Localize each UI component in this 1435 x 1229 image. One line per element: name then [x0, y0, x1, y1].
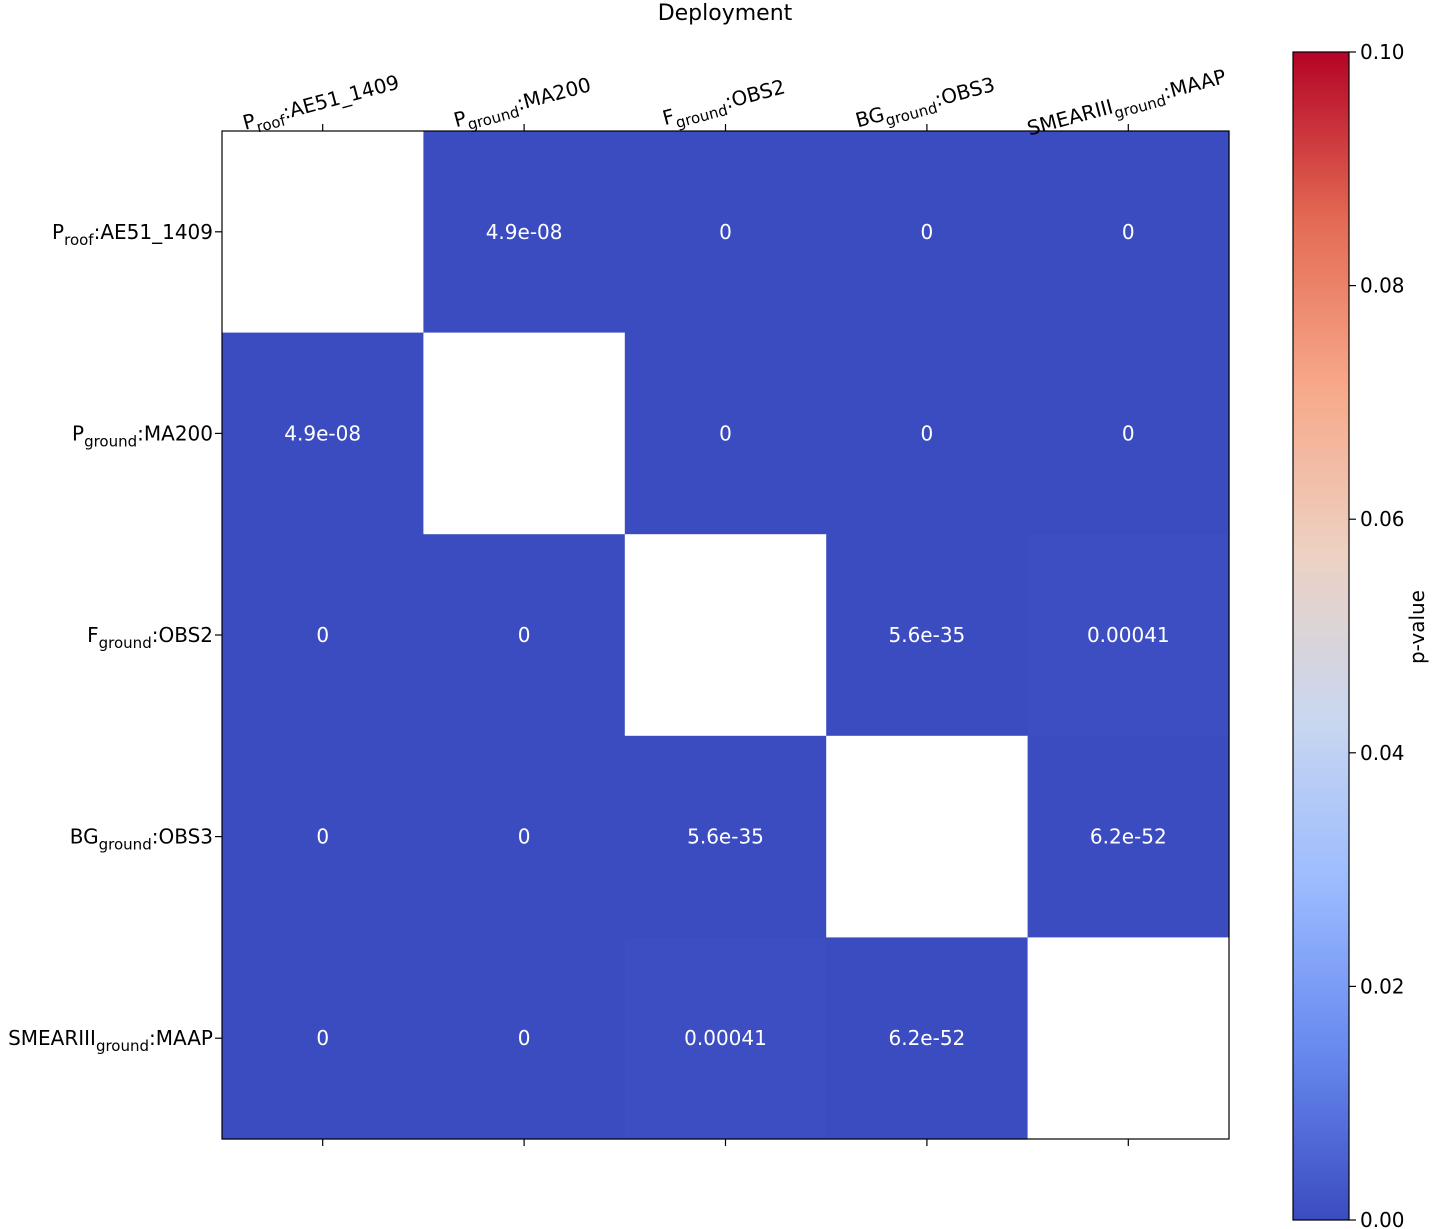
cell-annotation: 0	[921, 220, 934, 244]
colorbar-label: p-value	[1405, 590, 1429, 664]
y-axis: Proof:AE51_1409 Pground:MA200 Fground:OBS2…	[8, 220, 222, 1055]
cell-annotation: 0	[518, 1026, 531, 1050]
cell-annotation: 0	[316, 1026, 329, 1050]
cell-annotation: 4.9e-08	[486, 220, 563, 244]
cell-annotation: 0.00041	[684, 1026, 767, 1050]
colorbar-tick-label: 0.10	[1360, 40, 1405, 64]
heatmap-cell	[423, 937, 626, 1140]
heatmap-cell	[624, 534, 827, 737]
colorbar-ticks: 0.00 0.02 0.04 0.06 0.08 0.10	[1349, 40, 1405, 1229]
heatmap-cell	[624, 937, 827, 1140]
colorbar-gradient	[1293, 52, 1349, 1220]
y-tick-label: SMEARIIIground:MAAP	[8, 1026, 213, 1055]
cell-annotation: 0.00041	[1087, 623, 1170, 647]
y-tick-label: BGground:OBS3	[70, 825, 213, 854]
colorbar-frame	[1292, 51, 1350, 1221]
colorbar-tick-label: 0.00	[1360, 1208, 1405, 1229]
heatmap-cell	[1027, 735, 1230, 938]
cell-annotation: 5.6e-35	[889, 623, 966, 647]
x-tick-label: Pground:MA200	[451, 72, 595, 137]
heatmap-cell	[624, 131, 827, 334]
colorbar-tick-label: 0.04	[1360, 741, 1405, 765]
heatmap-cell	[222, 131, 424, 334]
heatmap-cell	[423, 735, 626, 938]
heatmap-cell	[826, 534, 1029, 737]
colorbar: 0.00 0.02 0.04 0.06 0.08 0.10 p-value	[1292, 40, 1429, 1229]
heatmap-cell	[1027, 534, 1230, 737]
colorbar-tick-label: 0.02	[1360, 974, 1405, 998]
heatmap-cell	[222, 332, 424, 535]
heatmap-cell	[1027, 937, 1230, 1140]
x-tick-label: Proof:AE51_1409	[240, 70, 403, 140]
chart-title: Deployment	[658, 1, 793, 26]
cell-annotation: 5.6e-35	[687, 825, 764, 849]
cell-annotation: 0	[719, 220, 732, 244]
cell-annotation: 6.2e-52	[1090, 825, 1167, 849]
x-tick-label: Fground:OBS2	[660, 74, 789, 135]
heatmap-cell	[1027, 332, 1230, 535]
heatmap-cell	[826, 735, 1029, 938]
heatmap-cell	[222, 534, 424, 737]
cell-annotation: 4.9e-08	[284, 421, 361, 445]
cell-annotation: 0	[1122, 220, 1135, 244]
colorbar-tick-label: 0.08	[1360, 274, 1405, 298]
heatmap-cell	[826, 937, 1029, 1140]
heatmap-cell	[1027, 131, 1230, 334]
y-tick-label: Proof:AE51_1409	[52, 220, 213, 249]
cell-annotation: 0	[719, 421, 732, 445]
colorbar-tick-label: 0.06	[1360, 507, 1405, 531]
heatmap-cell	[624, 735, 827, 938]
cell-annotation: 0	[518, 623, 531, 647]
y-tick-label: Fground:OBS2	[87, 623, 213, 652]
heatmap-cell	[423, 131, 626, 334]
heatmap-cell	[222, 937, 424, 1140]
heatmap-cells: 4.9e-08 0 0 0 4.9e-08 0 0 0 0 0 5.6e-35 0.00041 0 0 5.…	[222, 131, 1230, 1140]
heatmap-cell	[826, 131, 1029, 334]
heatmap-cell	[624, 332, 827, 535]
cell-annotation: 0	[316, 623, 329, 647]
heatmap-cell	[423, 534, 626, 737]
cell-annotation: 0	[1122, 421, 1135, 445]
y-tick-label: Pground:MA200	[72, 421, 213, 450]
heatmap-cell	[826, 332, 1029, 535]
cell-annotation: 0	[316, 825, 329, 849]
heatmap-cell	[423, 332, 626, 535]
heatmap-cell	[222, 735, 424, 938]
cell-annotation: 0	[518, 825, 531, 849]
cell-annotation: 6.2e-52	[889, 1026, 966, 1050]
cell-annotation: 0	[921, 421, 934, 445]
x-tick-label: BGground:OBS3	[853, 72, 999, 137]
